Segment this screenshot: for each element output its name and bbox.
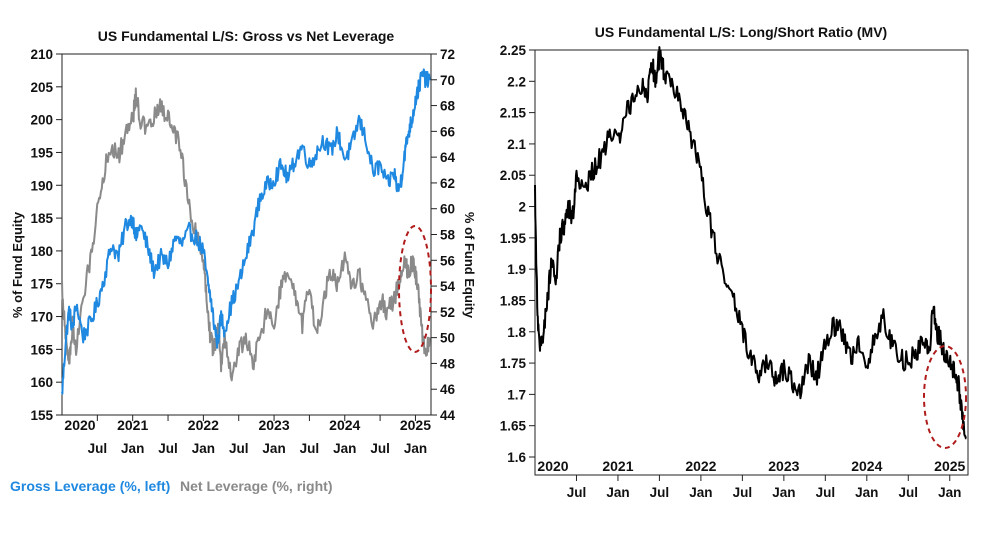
ratio-xtick-month: Jul [816,485,836,500]
right-ytick-label: 68 [440,99,456,114]
long-short-ratio-line [534,46,967,440]
left-highlight-ellipse [398,225,432,353]
ratio-ytick-label: 2 [518,200,526,215]
ratio-xtick-year: 2021 [602,458,633,474]
right-series-lines [534,46,967,440]
ratio-xtick-month: Jan [855,485,878,500]
left-xtick-month: Jul [88,441,108,456]
ratio-ytick-label: 1.75 [500,356,527,371]
ratio-ytick-label: 1.9 [507,262,526,277]
ratio-xtick-month: Jul [899,485,919,500]
right-ytick-label: 72 [440,47,455,62]
left-xtick-month: Jan [404,441,427,456]
left-ytick-label: 205 [30,80,53,95]
left-ytick-label: 180 [30,244,53,259]
ratio-ytick-label: 2.2 [507,74,526,89]
left-xtick-year: 2021 [117,417,148,433]
left-xtick-month: Jul [300,441,320,456]
left-xtick-year: 2022 [188,417,219,433]
ratio-xtick-month: Jan [689,485,712,500]
right-y-axis: 1.6 1.65 1.7 1.75 1.8 1.85 1.9 1.95 2 2.05 2.1 2.15… [500,43,535,465]
ratio-xtick-month: Jul [733,485,753,500]
left-xtick-month: Jul [370,441,390,456]
ratio-ytick-label: 1.95 [500,231,527,246]
right-ytick-label: 54 [440,279,456,294]
ratio-ytick-label: 2.25 [500,43,527,58]
ratio-xtick-year: 2024 [851,458,882,474]
left-plot-frame [61,53,432,416]
ratio-xtick-year: 2022 [685,458,716,474]
right-ytick-label: 66 [440,124,456,139]
ratio-ytick-label: 1.65 [500,419,527,434]
ratio-xtick-month: Jan [772,485,795,500]
left-xtick-year: 2025 [400,417,431,433]
right-ytick-label: 56 [440,253,456,268]
ratio-ytick-label: 1.8 [507,325,526,340]
ratio-ytick-label: 2.15 [500,106,527,121]
right-ytick-label: 48 [440,356,456,371]
ratio-ytick-label: 2.1 [507,137,526,152]
gross-net-leverage-chart: US Fundamental L/S: Gross vs Net Leverag… [10,28,477,456]
left-y-axis-right: 44 46 48 50 52 54 56 58 60 62 64 66 68 70 72 [431,47,456,423]
ratio-ytick-label: 2.05 [500,168,527,183]
net-leverage-line [61,87,431,382]
ratio-xtick-year: 2020 [537,458,568,474]
ratio-xtick-year: 2025 [934,458,965,474]
left-xtick-month: Jul [158,441,178,456]
ratio-xtick-month: Jan [606,485,629,500]
right-highlight-ellipse [923,345,967,449]
right-ytick-label: 64 [440,150,456,165]
right-x-axis: Jul Jan Jul Jan Jul Jan Jul Jan Jul Jan 2020 2021 20… [537,458,965,500]
left-ytick-label: 200 [30,113,53,128]
right-plot-frame [534,49,969,476]
right-ytick-label: 60 [440,202,455,217]
ratio-xtick-month: Jul [567,485,587,500]
left-ytick-label: 160 [30,375,53,390]
left-ytick-label: 190 [30,178,53,193]
left-ytick-label: 155 [30,408,53,423]
left-ytick-label: 170 [30,310,53,325]
right-ytick-label: 44 [440,408,456,423]
long-short-ratio-chart: US Fundamental L/S: Long/Short Ratio (MV… [500,24,969,500]
ratio-ytick-label: 1.85 [500,293,527,308]
left-chart-title: US Fundamental L/S: Gross vs Net Leverag… [98,28,395,44]
right-ytick-label: 52 [440,305,455,320]
left-y-axis-left: 155 160 165 170 175 180 185 190 195 200 205 210 [30,47,62,423]
left-xtick-month: Jan [192,441,215,456]
left-xtick-year: 2024 [329,417,360,433]
right-ytick-label: 46 [440,382,456,397]
left-xtick-month: Jan [333,441,356,456]
left-xtick-month: Jul [229,441,249,456]
left-ytick-label: 175 [30,277,53,292]
right-chart-title: US Fundamental L/S: Long/Short Ratio (MV… [595,24,887,40]
left-ytick-label: 210 [30,47,53,62]
left-y-label-right: % of Fund Equity [462,212,477,319]
left-ytick-label: 165 [30,342,53,357]
right-ytick-label: 58 [440,228,456,243]
ratio-ytick-label: 1.7 [507,387,526,402]
gross-leverage-line [61,68,431,395]
legend-net-leverage: Net Leverage (%, right) [180,478,333,494]
left-series-lines [61,68,431,395]
right-ytick-label: 62 [440,176,455,191]
left-xtick-month: Jan [121,441,144,456]
ratio-ytick-label: 1.6 [507,450,526,465]
left-xtick-month: Jan [262,441,285,456]
ratio-xtick-month: Jul [650,485,670,500]
left-x-axis: Jul Jan Jul Jan Jul Jan Jul Jan Jul Jan 2020 2021 20… [64,415,431,456]
ratio-xtick-month: Jan [938,485,961,500]
left-xtick-year: 2023 [258,417,289,433]
right-ytick-label: 70 [440,73,455,88]
legend-gross-leverage: Gross Leverage (%, left) [10,478,171,494]
ratio-xtick-year: 2023 [768,458,799,474]
right-ytick-label: 50 [440,331,455,346]
left-ytick-label: 195 [30,145,53,160]
left-ytick-label: 185 [30,211,53,226]
left-y-label-left: % of Fund Equity [10,211,25,318]
left-xtick-year: 2020 [64,417,95,433]
